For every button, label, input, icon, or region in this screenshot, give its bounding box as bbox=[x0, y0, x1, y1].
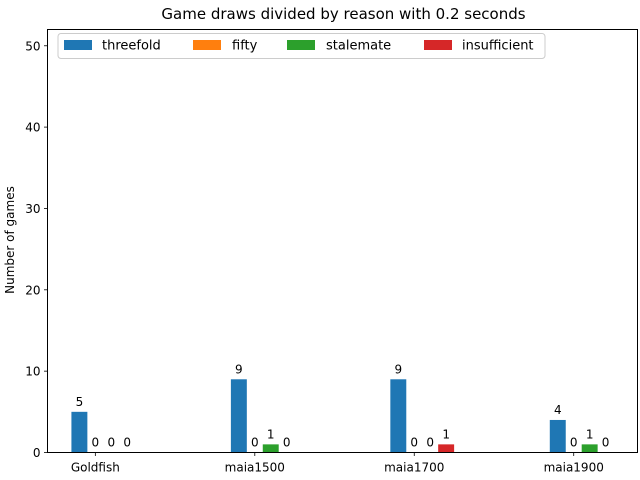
y-tick-label: 30 bbox=[25, 202, 40, 216]
bar-stalemate bbox=[581, 444, 598, 453]
data-label: 0 bbox=[123, 436, 131, 450]
data-label: 9 bbox=[394, 362, 402, 376]
data-label: 0 bbox=[410, 436, 418, 450]
y-tick-label: 0 bbox=[33, 446, 41, 460]
x-tick-label: Goldfish bbox=[71, 461, 120, 475]
data-label: 0 bbox=[107, 436, 115, 450]
data-label: 5 bbox=[76, 395, 84, 409]
legend-swatch-insufficient bbox=[424, 40, 452, 50]
plot-frame bbox=[47, 29, 638, 453]
data-label: 1 bbox=[586, 427, 594, 441]
bar-insufficient bbox=[438, 444, 455, 453]
bar-threefold bbox=[549, 419, 566, 453]
x-tick-label: maia1500 bbox=[225, 461, 285, 475]
bar-threefold bbox=[390, 379, 407, 453]
legend-swatch-threefold bbox=[64, 40, 92, 50]
legend-swatch-stalemate bbox=[287, 40, 315, 50]
y-axis-label: Number of games bbox=[3, 186, 17, 294]
bar-stalemate bbox=[262, 444, 279, 453]
legend-label-fifty: fifty bbox=[232, 39, 258, 54]
data-label: 0 bbox=[251, 436, 259, 450]
data-label: 0 bbox=[570, 436, 578, 450]
legend: threefold fifty stalemate insufficient bbox=[57, 33, 546, 59]
data-label: 4 bbox=[554, 403, 562, 417]
legend-label-stalemate: stalemate bbox=[326, 39, 391, 54]
data-label: 1 bbox=[267, 427, 275, 441]
chart-title: Game draws divided by reason with 0.2 se… bbox=[161, 5, 525, 23]
data-label: 0 bbox=[283, 436, 291, 450]
x-tick-label: maia1700 bbox=[384, 461, 444, 475]
bar-threefold bbox=[230, 379, 247, 453]
data-label: 0 bbox=[92, 436, 100, 450]
legend-swatch-fifty bbox=[193, 40, 221, 50]
y-tick-label: 40 bbox=[25, 121, 40, 135]
y-tick-label: 10 bbox=[25, 365, 40, 379]
legend-label-insufficient: insufficient bbox=[462, 39, 534, 54]
bar-threefold bbox=[71, 411, 88, 453]
data-label: 0 bbox=[426, 436, 434, 450]
y-tick-label: 50 bbox=[25, 39, 40, 53]
legend-label-threefold: threefold bbox=[102, 39, 161, 54]
y-tick-label: 20 bbox=[25, 283, 40, 297]
data-label: 0 bbox=[602, 436, 610, 450]
x-tick-label: maia1900 bbox=[544, 461, 604, 475]
data-label: 1 bbox=[442, 427, 450, 441]
data-label: 9 bbox=[235, 362, 243, 376]
